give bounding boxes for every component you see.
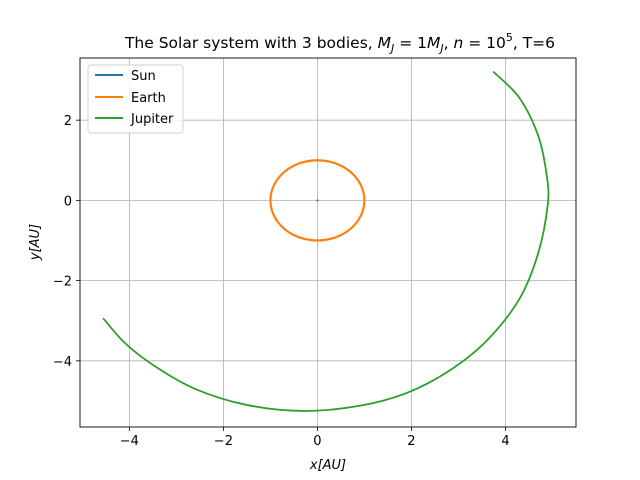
- data-series: [102, 71, 550, 412]
- x-tick-label: 2: [407, 434, 415, 449]
- x-tick-label: −2: [214, 434, 233, 449]
- y-tick-label: −4: [53, 355, 72, 370]
- plot-frame: [79, 57, 577, 428]
- x-tick-label: 0: [313, 434, 321, 449]
- x-tick-label: 4: [501, 434, 509, 449]
- x-tick-label: −4: [120, 434, 139, 449]
- x-axis-label: x[AU]: [309, 458, 346, 473]
- axis-ticks: −4 −2 0 2 4 −4 −2 0 2: [53, 114, 510, 449]
- legend-box: [87, 64, 184, 134]
- chart-title: The Solar system with 3 bodies, MJ = 1MJ…: [124, 31, 555, 55]
- legend: Sun Earth Jupiter: [87, 64, 184, 134]
- y-tick-label: 2: [64, 114, 72, 129]
- legend-label-sun: Sun: [131, 69, 156, 84]
- series-earth-line: [269, 159, 366, 242]
- legend-label-jupiter: Jupiter: [130, 112, 174, 127]
- legend-label-earth: Earth: [131, 91, 166, 106]
- y-tick-label: −2: [53, 275, 72, 290]
- y-tick-label: 0: [64, 194, 72, 209]
- series-jupiter-line: [102, 71, 550, 412]
- y-axis-label: y[AU]: [28, 224, 43, 261]
